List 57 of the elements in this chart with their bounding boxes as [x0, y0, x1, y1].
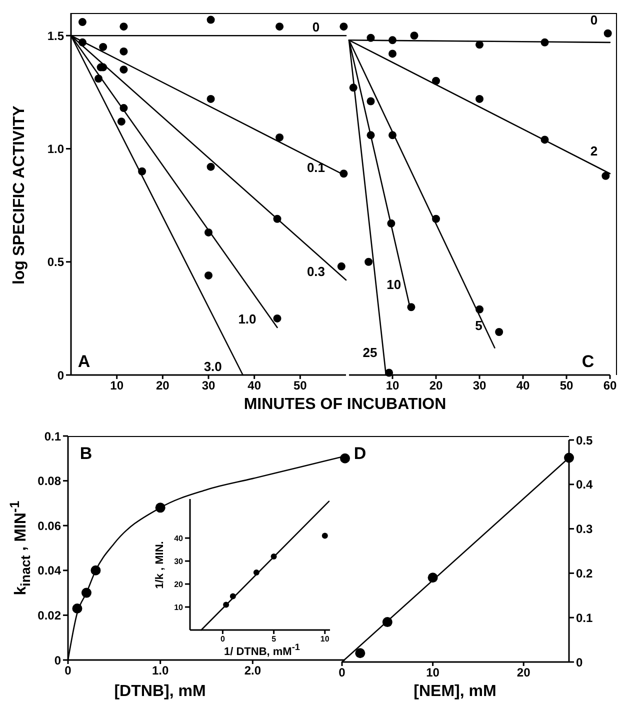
y-tick-label: 0.4 — [576, 478, 594, 492]
series-label: 1.0 — [238, 311, 256, 326]
x-tick-label: 10 — [110, 378, 124, 393]
x-tick-label: 30 — [202, 378, 216, 393]
x-axis-title: MINUTES OF INCUBATION — [244, 396, 446, 414]
y-tick-label: 30 — [174, 556, 184, 566]
series-label: 10 — [386, 277, 402, 292]
series-label: 25 — [362, 345, 378, 360]
x-tick-label: 0 — [338, 666, 346, 680]
x-tick-label: 20 — [156, 378, 170, 393]
y-tick-label: 0.08 — [38, 474, 62, 488]
x-tick-label: 30 — [472, 378, 486, 393]
x-tick-label: 1.0 — [152, 664, 169, 678]
x-tick-label: 10 — [426, 666, 440, 680]
x-tick-label: 50 — [560, 378, 574, 393]
x-tick-label: 40 — [248, 378, 262, 393]
series-label: 0.1 — [306, 160, 326, 175]
x-tick-label: 5 — [272, 634, 277, 644]
y-tick-label: 0.1 — [576, 610, 594, 625]
x-tick-label: 2.0 — [244, 664, 262, 678]
y-tick-label: 0.02 — [38, 608, 62, 622]
x-tick-label: 20 — [429, 378, 443, 393]
y-axis-title: 1/k , MIN. — [154, 541, 166, 589]
x-tick-label: 0 — [220, 634, 226, 644]
y-tick-label: 10 — [174, 602, 184, 612]
y-tick-label: 0.2 — [576, 566, 594, 580]
y-axis-title: log SPECIFIC ACTIVITY — [11, 106, 29, 284]
series-label: 5 — [475, 318, 482, 333]
y-tick-label: 0.5 — [47, 255, 64, 270]
y-tick-label: 0.3 — [576, 522, 594, 536]
y-tick-label: 0 — [57, 368, 64, 382]
y-tick-label: 0.04 — [38, 564, 62, 578]
series-label: 0 — [312, 20, 320, 35]
x-tick-label: 40 — [516, 378, 530, 393]
x-tick-label: 20 — [516, 666, 531, 680]
x-tick-label: 60 — [603, 378, 617, 393]
x-axis-title: [DTNB], mM — [114, 683, 206, 701]
series-label: 3.0 — [204, 359, 222, 374]
y-tick-label: 0.1 — [44, 429, 62, 444]
y-tick-label: 1.5 — [47, 28, 64, 43]
series-label: 2 — [590, 144, 598, 159]
x-tick-label: 10 — [386, 378, 400, 393]
y-tick-label: 40 — [174, 534, 184, 543]
annotation: A — [78, 352, 90, 372]
annotation: D — [354, 444, 366, 464]
annotation: B — [80, 444, 92, 464]
x-tick-label: 10 — [320, 634, 330, 644]
x-tick-label: 50 — [293, 378, 308, 393]
x-axis-title: [NEM], mM — [414, 683, 496, 701]
annotation: C — [582, 352, 594, 372]
x-axis-title: 1/ DTNB, mM$^{-1}$ — [224, 642, 300, 658]
series-label: 0.3 — [306, 264, 326, 279]
y-tick-label: 0 — [54, 653, 62, 668]
y-tick-label: 0.06 — [38, 518, 62, 533]
y-tick-label: 20 — [174, 580, 184, 589]
y-tick-label: 1.0 — [47, 142, 64, 156]
y-tick-label: 0.5 — [576, 433, 594, 448]
